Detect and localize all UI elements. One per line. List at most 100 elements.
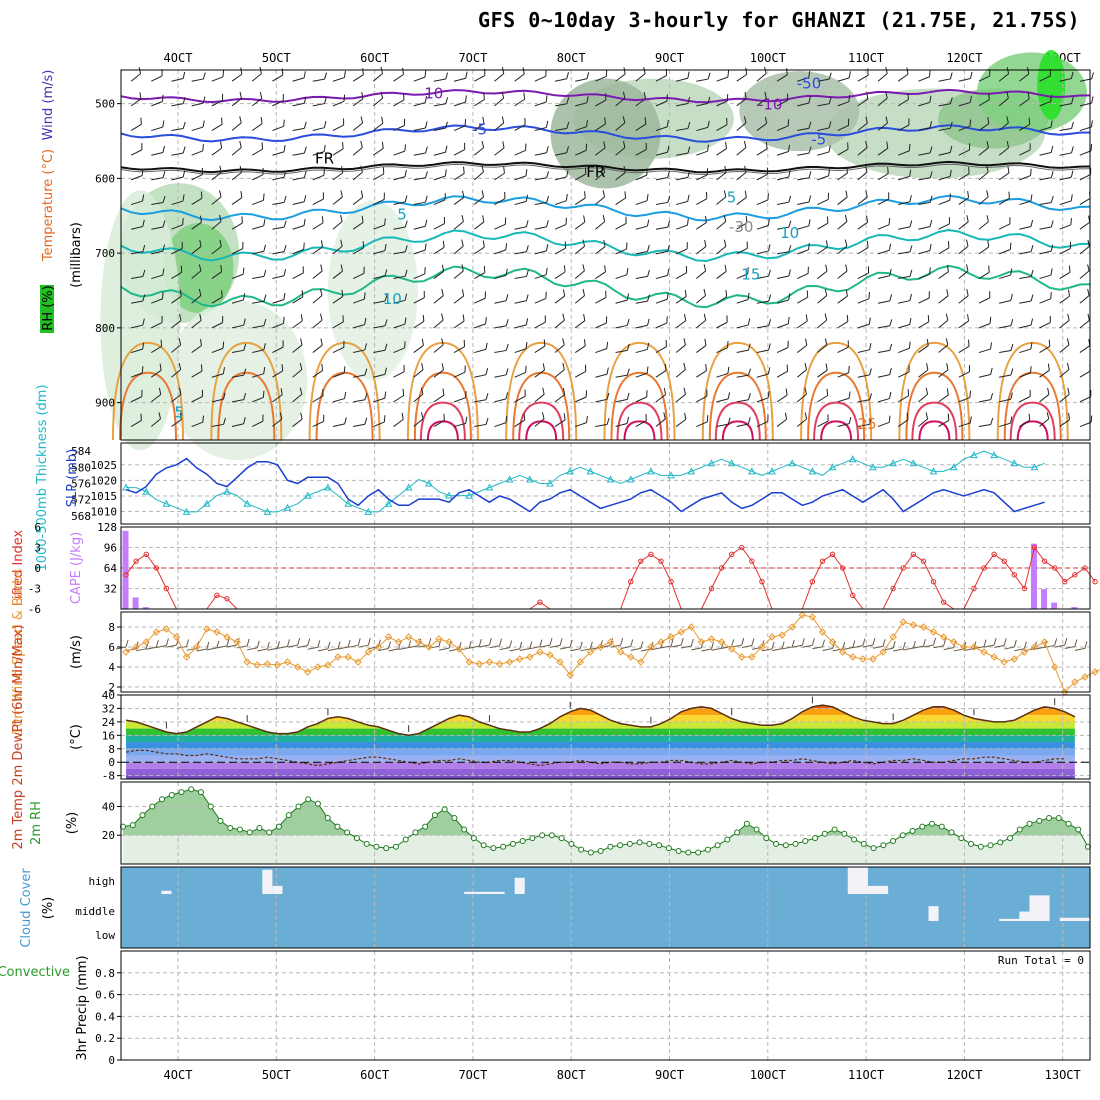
cape-bar bbox=[1030, 543, 1037, 609]
wind-barb-shaft bbox=[857, 247, 869, 255]
wind-barb-shaft bbox=[514, 149, 526, 156]
wind-barb bbox=[958, 390, 972, 403]
surface-wind-barb bbox=[570, 648, 581, 652]
wind-barb-flag bbox=[340, 214, 343, 222]
wind-barb-shaft bbox=[655, 126, 668, 132]
rh-shading bbox=[1037, 49, 1066, 120]
wind-barb bbox=[817, 288, 828, 304]
surface-wind-barb-flag bbox=[1003, 638, 1007, 646]
wind-barb-shaft bbox=[514, 395, 526, 403]
wind-barb-flag bbox=[424, 243, 427, 251]
wind-barb bbox=[473, 190, 485, 205]
wind-barb-flag bbox=[421, 338, 424, 346]
lifted-index-point bbox=[1011, 572, 1017, 578]
rh-point bbox=[314, 800, 321, 807]
wind-barb-shaft bbox=[433, 151, 446, 156]
rh-point bbox=[490, 845, 497, 852]
thickness-point bbox=[364, 507, 373, 515]
wind-barb-flag bbox=[926, 338, 929, 346]
wind-barb bbox=[595, 417, 610, 428]
wind-barb-shaft bbox=[473, 171, 484, 181]
wind-barb bbox=[877, 415, 891, 428]
wind-barb-flag bbox=[162, 171, 166, 178]
wind-barb bbox=[776, 293, 791, 304]
wind-barb-flag bbox=[909, 293, 913, 301]
surface-wind-barb bbox=[519, 647, 530, 651]
wind-barb-flag bbox=[263, 294, 267, 302]
wind-barb-shaft bbox=[595, 147, 606, 156]
wind-barb-flag bbox=[848, 365, 850, 373]
wind-barb-shaft bbox=[595, 75, 607, 82]
wind-barb-shaft bbox=[453, 397, 466, 403]
wind-barb-shaft bbox=[1059, 176, 1072, 181]
surface-wind-barb-flag bbox=[125, 639, 129, 648]
rh-point bbox=[948, 829, 955, 836]
wind-barb-flag bbox=[667, 145, 670, 153]
surface-wind-barb-flag bbox=[206, 641, 210, 650]
wind-barb bbox=[131, 294, 146, 304]
surface-wind-barb-flag bbox=[499, 638, 502, 646]
wind-barb-shaft bbox=[736, 171, 747, 181]
contour-label: -10 bbox=[758, 96, 783, 114]
wind-barb bbox=[857, 92, 869, 107]
wind-speed-point bbox=[586, 648, 595, 656]
wind-barb-flag bbox=[949, 169, 952, 177]
wind-barb-flag bbox=[442, 388, 445, 396]
wind-barb-shaft bbox=[635, 200, 648, 206]
wind-barb-flag bbox=[808, 195, 812, 203]
wind-barb bbox=[918, 171, 933, 181]
surface-wind-barb-flag bbox=[236, 637, 240, 646]
wind-barb-flag bbox=[563, 265, 566, 273]
lifted-index-line bbox=[620, 553, 682, 610]
wind-barb bbox=[211, 93, 224, 107]
precip-tick-label: 0 bbox=[108, 1054, 115, 1067]
wind-barb-flag bbox=[501, 91, 505, 99]
wind-barb bbox=[999, 343, 1014, 354]
wind-speed-point bbox=[738, 653, 746, 661]
lifted-index-point bbox=[850, 592, 856, 599]
wind-barb-shaft bbox=[1079, 197, 1091, 205]
surface-wind-barb-flag bbox=[276, 641, 280, 649]
wind-barb bbox=[554, 289, 566, 304]
surface-wind-barb bbox=[792, 644, 803, 648]
cape-bar bbox=[1051, 602, 1058, 609]
wind-barb-flag bbox=[424, 95, 428, 103]
wind-barb-shaft bbox=[938, 127, 951, 132]
wind-barb-shaft bbox=[958, 101, 971, 107]
wind-barb-shaft bbox=[615, 197, 626, 205]
wind-barb-flag bbox=[869, 393, 873, 400]
wind-barb bbox=[837, 289, 848, 304]
wind-barb-shaft bbox=[433, 175, 446, 181]
wind-barb bbox=[453, 365, 466, 378]
wind-barb bbox=[554, 121, 570, 132]
wind-barb bbox=[635, 318, 650, 329]
wind-barb bbox=[938, 241, 950, 255]
wind-barb bbox=[252, 219, 266, 230]
wind-barb-shaft bbox=[716, 196, 727, 205]
contour-label: 10 bbox=[780, 224, 799, 242]
wind-barb-shaft bbox=[130, 200, 143, 206]
wind-barb-flag bbox=[465, 71, 468, 79]
cape-tick-label: 96 bbox=[104, 542, 117, 555]
wind-barb bbox=[938, 264, 949, 279]
rh-point bbox=[1055, 814, 1062, 821]
surface-wind-barb bbox=[1064, 646, 1075, 649]
wind-barb-flag bbox=[747, 292, 750, 300]
wind-barb-flag bbox=[1066, 362, 1070, 370]
wind-barb-flag bbox=[788, 293, 791, 301]
wind-barb bbox=[958, 190, 970, 205]
wind-barb-shaft bbox=[857, 349, 870, 354]
wind-barb-flag bbox=[986, 190, 989, 197]
surface-wind-barb bbox=[802, 644, 813, 648]
wind-barb bbox=[352, 215, 364, 230]
wind-barb-flag bbox=[202, 144, 204, 151]
wind-barb-flag bbox=[987, 116, 990, 124]
wind-barb-shaft bbox=[918, 101, 931, 107]
rh-point bbox=[1036, 817, 1043, 824]
surface-wind-barb-flag bbox=[912, 640, 916, 649]
lifted-index-point bbox=[1041, 558, 1048, 564]
wind-barb-flag bbox=[744, 91, 747, 99]
wind-barb-shaft bbox=[494, 374, 507, 378]
wind-barb bbox=[292, 170, 307, 181]
wind-barb-flag bbox=[969, 119, 972, 127]
